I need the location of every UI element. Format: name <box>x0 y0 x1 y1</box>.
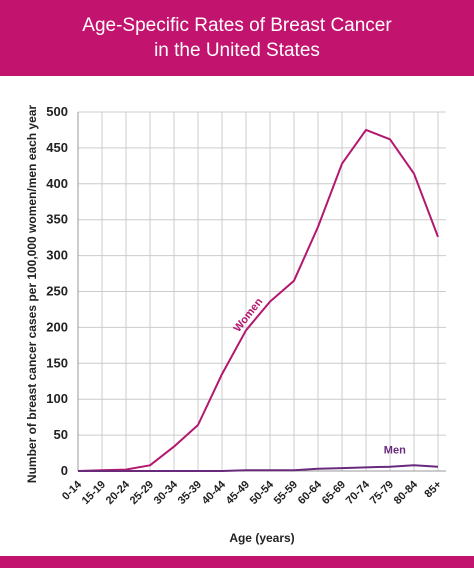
x-axis-title: Age (years) <box>229 531 294 545</box>
x-tick-label: 15-19 <box>80 479 108 507</box>
x-tick-label: 30-34 <box>152 478 181 507</box>
x-tick-label: 60-64 <box>296 478 325 507</box>
x-tick-label: 70-74 <box>344 478 373 507</box>
y-tick-label: 350 <box>46 212 68 227</box>
x-tick-label: 55-59 <box>272 479 300 507</box>
x-tick-label: 40-44 <box>200 478 229 507</box>
x-tick-label: 75-79 <box>368 479 396 507</box>
y-tick-label: 150 <box>46 355 68 370</box>
series-line-women <box>77 128 439 472</box>
x-tick-label: 80-84 <box>392 478 421 507</box>
series-lines <box>77 128 439 472</box>
y-tick-label: 300 <box>46 248 68 263</box>
y-tick-label: 450 <box>46 140 68 155</box>
chart-header: Age-Specific Rates of Breast Cancer in t… <box>0 0 474 76</box>
y-tick-label: 0 <box>61 463 68 478</box>
x-tick-label: 85+ <box>422 479 444 501</box>
x-tick-label: 35-39 <box>176 479 204 507</box>
series-label-men: Men <box>384 444 406 456</box>
x-tick-label: 45-49 <box>224 479 252 507</box>
y-axis-title: Number of breast cancer cases per 100,00… <box>25 105 39 484</box>
y-tick-label: 400 <box>46 176 68 191</box>
x-tick-label: 25-29 <box>128 479 156 507</box>
chart-title-line-1: Age-Specific Rates of Breast Cancer <box>82 15 392 36</box>
line-chart: 0501001502002503003504004505000-1415-192… <box>25 104 446 545</box>
x-tick-label: 20-24 <box>104 478 133 507</box>
y-tick-label: 100 <box>46 391 68 406</box>
bottom-bar <box>0 556 474 568</box>
chart-title-line-2: in the United States <box>154 40 320 61</box>
plot-area: 0 50 100 150 200 250 300 350 400 450 500 0-14 15-19 2… <box>0 76 474 556</box>
y-tick-label: 500 <box>46 104 68 119</box>
grid-lines <box>78 111 446 471</box>
y-tick-label: 250 <box>46 284 68 299</box>
series-line-men <box>78 464 439 472</box>
x-tick-label: 65-69 <box>320 479 348 507</box>
y-tick-label: 200 <box>46 319 68 334</box>
y-tick-label: 50 <box>54 427 68 442</box>
x-tick-label: 50-54 <box>248 478 277 507</box>
